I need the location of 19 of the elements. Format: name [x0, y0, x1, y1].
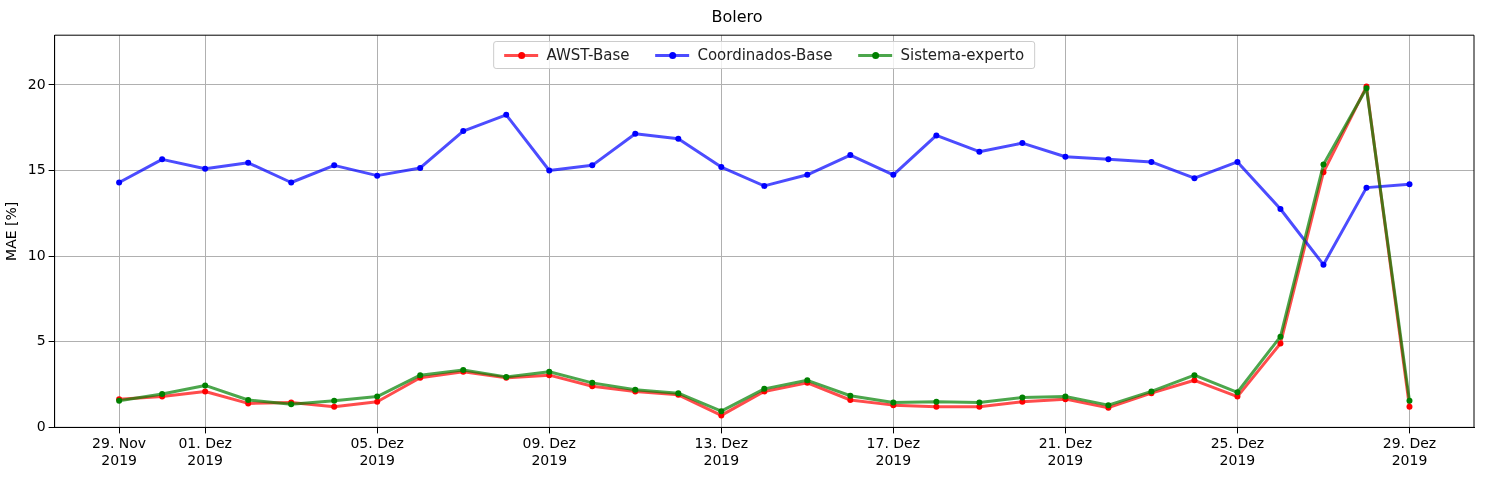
- x-tick-label: 29. Dez 2019: [1382, 435, 1437, 469]
- y-tick-label: 20: [27, 75, 46, 92]
- x-tick-label: 17. Dez 2019: [866, 435, 921, 469]
- x-tick-label: 01. Dez 2019: [178, 435, 232, 469]
- chart-title: Bolero: [711, 6, 763, 26]
- y-tick-label: 10: [27, 246, 46, 263]
- x-tick-label: 21. Dez 2019: [1038, 435, 1093, 469]
- y-tick-label: 15: [27, 161, 46, 178]
- y-tick-label: 0: [36, 418, 46, 435]
- y-axis-title: MAE [%]: [3, 201, 20, 261]
- x-tick-label: 05. Dez 2019: [350, 435, 404, 469]
- x-tick-label: 29. Nov 2019: [92, 435, 147, 469]
- y-tick-label: 5: [36, 332, 46, 349]
- x-tick-label: 09. Dez 2019: [522, 435, 576, 469]
- x-tick-label: 25. Dez 2019: [1210, 435, 1265, 469]
- legend-label: Sistema-experto: [900, 46, 1025, 65]
- legend-label: Coordinados-Base: [697, 46, 833, 65]
- x-tick-label: 13. Dez 2019: [694, 435, 749, 469]
- legend-label: AWST-Base: [546, 46, 630, 65]
